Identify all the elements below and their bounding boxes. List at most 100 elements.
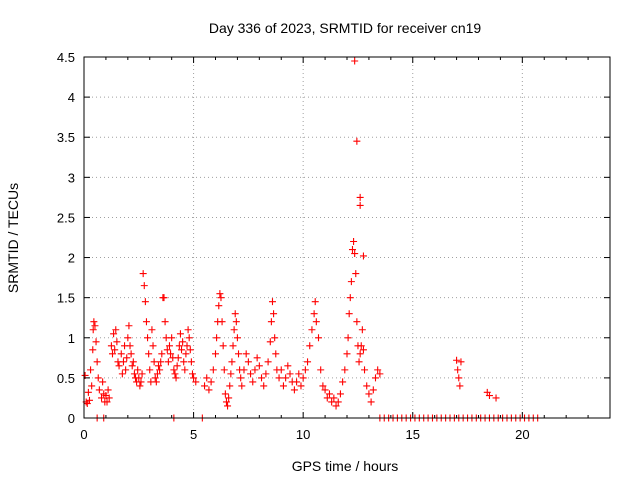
data-point: [228, 358, 236, 366]
data-point: [203, 374, 211, 382]
data-point: [237, 374, 245, 382]
data-point: [262, 370, 270, 378]
data-point: [171, 370, 179, 378]
data-point: [277, 366, 285, 374]
data-point: [172, 374, 180, 382]
data-point: [485, 392, 493, 400]
data-point: [230, 326, 238, 334]
data-point: [348, 246, 356, 254]
data-point: [187, 358, 195, 366]
data-point: [110, 330, 118, 338]
data-point: [207, 378, 215, 386]
data-point: [222, 398, 230, 406]
data-point: [270, 310, 278, 318]
data-point: [264, 358, 272, 366]
data-point: [205, 386, 213, 394]
y-tick-label: 1: [68, 331, 75, 346]
data-point: [113, 338, 121, 346]
data-point: [293, 378, 301, 386]
data-point: [358, 326, 366, 334]
data-point: [151, 374, 159, 382]
data-point: [306, 342, 314, 350]
data-point: [145, 350, 153, 358]
data-point: [165, 342, 173, 350]
data-point: [242, 350, 250, 358]
data-point: [182, 350, 190, 358]
data-point: [253, 354, 261, 362]
data-point: [112, 326, 120, 334]
data-point: [157, 358, 165, 366]
data-point: [492, 394, 500, 402]
data-point: [125, 322, 133, 330]
x-tick-label: 15: [406, 427, 420, 442]
data-point: [351, 250, 359, 258]
data-point: [176, 330, 184, 338]
data-point: [323, 394, 331, 402]
chart-title: Day 336 of 2023, SRMTID for receiver cn1…: [209, 20, 482, 36]
data-point: [341, 366, 349, 374]
data-point: [183, 342, 191, 350]
x-tick-label: 10: [296, 427, 310, 442]
data-point: [353, 137, 361, 145]
data-point: [350, 238, 358, 246]
data-point: [146, 366, 154, 374]
data-point: [231, 310, 239, 318]
data-point: [297, 382, 305, 390]
data-point: [168, 334, 176, 342]
data-point: [249, 378, 257, 386]
data-point: [453, 356, 461, 364]
data-point: [356, 350, 364, 358]
data-point: [140, 282, 148, 290]
data-point: [216, 290, 224, 298]
x-tick-label: 5: [190, 427, 197, 442]
data-point: [339, 378, 347, 386]
data-point: [456, 382, 464, 390]
y-tick-label: 3: [68, 170, 75, 185]
data-point: [99, 378, 107, 386]
data-point: [258, 374, 266, 382]
data-point: [128, 362, 136, 370]
data-point: [130, 370, 138, 378]
data-point: [158, 350, 166, 358]
data-point: [247, 370, 255, 378]
data-point: [244, 358, 252, 366]
data-point: [180, 358, 188, 366]
data-point: [87, 366, 95, 374]
data-point: [328, 398, 336, 406]
data-point: [343, 350, 351, 358]
data-point: [139, 270, 147, 278]
data-point: [124, 334, 132, 342]
data-point: [192, 378, 200, 386]
data-point: [148, 326, 156, 334]
data-point: [103, 398, 111, 406]
x-axis-label: GPS time / hours: [292, 458, 399, 474]
data-point: [353, 318, 361, 326]
data-point: [235, 350, 243, 358]
data-point: [174, 354, 182, 362]
y-axis-label: SRMTID / TECUs: [5, 183, 21, 293]
data-point: [376, 370, 384, 378]
data-point: [454, 366, 462, 374]
data-point: [319, 382, 327, 390]
data-point: [229, 342, 237, 350]
data-point: [315, 334, 323, 342]
data-point: [365, 390, 373, 398]
data-point: [170, 366, 178, 374]
data-point: [268, 298, 276, 306]
data-point: [115, 362, 123, 370]
data-point: [161, 318, 169, 326]
data-point: [279, 382, 287, 390]
data-point: [186, 346, 194, 354]
data-point: [332, 402, 340, 410]
y-tick-label: 4: [68, 90, 75, 105]
data-point: [347, 278, 355, 286]
data-points: [81, 57, 542, 422]
data-point: [367, 398, 375, 406]
data-point: [117, 350, 125, 358]
data-point: [185, 334, 193, 342]
data-point: [455, 374, 463, 382]
data-point: [153, 370, 161, 378]
data-point: [267, 318, 275, 326]
data-point: [89, 326, 97, 334]
